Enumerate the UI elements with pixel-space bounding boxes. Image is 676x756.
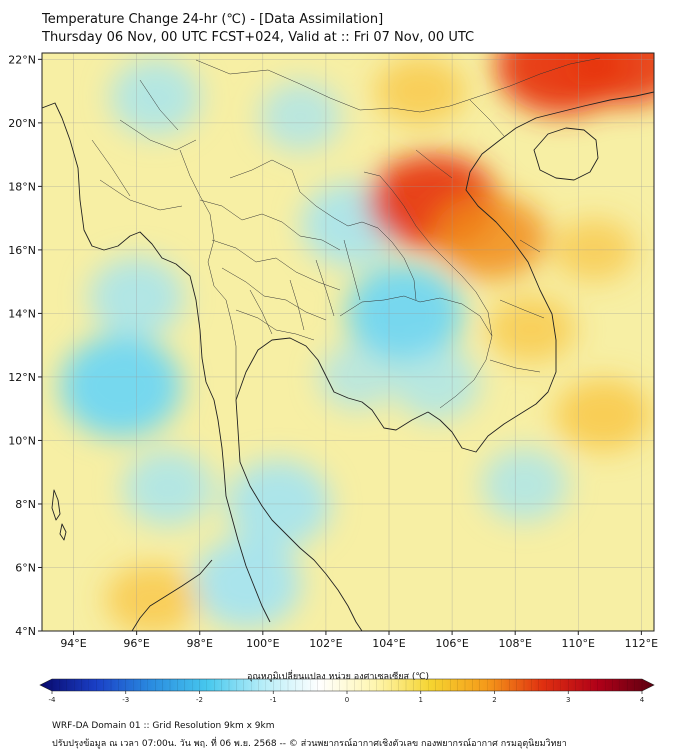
vietnam-provinces: [415, 99, 545, 373]
warm-anomaly-4: [374, 57, 467, 126]
china-border: [195, 57, 601, 113]
coastlines: [42, 91, 654, 631]
colorbar-tick-label: 1: [419, 696, 423, 704]
colorbar-tick-label: -2: [196, 696, 203, 704]
cool-anomaly-8: [259, 81, 342, 152]
myanmar-states: [91, 79, 197, 211]
lon-tick-label: 108°E: [498, 637, 531, 650]
map-subtitle: Thursday 06 Nov, 00 UTC FCST+024, Valid …: [42, 30, 475, 45]
warm-anomaly-3: [563, 53, 654, 106]
lon-tick-label: 98°E: [187, 637, 213, 650]
lat-tick-label: 4°N: [15, 625, 36, 638]
cambodia-border: [339, 295, 493, 409]
map-border: [41, 52, 655, 632]
myanmar-coastline: [42, 102, 271, 623]
colorbar-tick-label: 0: [345, 696, 349, 704]
nicobar-islands: [59, 523, 67, 541]
lon-tick-label: 104°E: [372, 637, 405, 650]
lat-tick-label: 16°N: [8, 244, 36, 257]
laos-vietnam-border: [363, 171, 493, 337]
lat-tick-label: 20°N: [8, 117, 36, 130]
cool-anomaly-0: [110, 58, 201, 137]
colorbar-tick-label: -1: [270, 696, 277, 704]
lon-tick-label: 102°E: [309, 637, 342, 650]
footer-model-info: WRF-DA Domain 01 :: Grid Resolution 9km …: [52, 721, 275, 731]
lon-tick-label: 106°E: [435, 637, 468, 650]
peninsula-east-coastline: [235, 399, 363, 631]
lat-tick-label: 12°N: [8, 371, 36, 384]
warm-anomaly-7: [105, 564, 200, 631]
cool-anomaly-9: [393, 346, 480, 421]
colorbar-tick-label: -4: [49, 696, 57, 704]
cool-anomaly-10: [481, 448, 568, 522]
lat-tick-label: 14°N: [8, 307, 36, 320]
lon-tick-label: 96°E: [123, 637, 149, 650]
colorbar-tick-label: -3: [122, 696, 129, 704]
warm-anomaly-5: [555, 379, 652, 452]
warm-anomaly-1: [433, 195, 547, 280]
lat-tick-label: 8°N: [15, 498, 36, 511]
colorbar-tick-label: 4: [640, 696, 645, 704]
colorbar: -4 -3 -2 -1 0 1 2 3 4: [39, 678, 655, 704]
colorbar-tick-label: 3: [566, 696, 570, 704]
lon-tick-label: 94°E: [60, 637, 86, 650]
warm-anomaly-6: [486, 296, 576, 363]
colorbar-label: อุณหภูมิเปลี่ยนแปลง หน่วย องศาเซลเซียส (…: [246, 672, 430, 682]
lat-tick-label: 22°N: [8, 53, 36, 66]
gulf-of-thailand-coastline: [235, 337, 429, 431]
map-frame: [42, 53, 654, 631]
lat-tick-label: 18°N: [8, 180, 36, 193]
administrative-boundaries: [91, 57, 601, 409]
footer-credit: ปรับปรุงข้อมูล ณ เวลา 07:00น. วัน พฤ. ที…: [52, 739, 567, 749]
thailand-laos-border: [229, 159, 417, 301]
cool-anomaly-5: [192, 537, 302, 630]
map-title: Temperature Change 24-hr (℃) - [Data Ass…: [42, 12, 384, 27]
latitude-axis: 22°N 20°N 18°N 16°N 14°N 12°N 10°N 8°N 6°N 4°N: [8, 53, 42, 638]
lon-tick-label: 112°E: [625, 637, 658, 650]
thai-provinces-central: [235, 239, 361, 341]
andaman-islands: [51, 489, 61, 521]
colorbar-ticks: -4 -3 -2 -1 0 1 2 3 4: [49, 679, 645, 704]
sumatra-coastline: [131, 559, 213, 631]
thai-provinces-north: [199, 199, 341, 321]
colorbar-tick-label: 2: [492, 696, 496, 704]
lon-tick-label: 100°E: [246, 637, 279, 650]
thailand-myanmar-border: [179, 149, 237, 400]
temperature-field: [60, 53, 654, 631]
cool-anomaly-3: [122, 449, 214, 527]
lat-tick-label: 6°N: [15, 561, 36, 574]
mekong-delta-coastline: [427, 91, 654, 453]
longitude-axis: 94°E 96°E 98°E 100°E 102°E 104°E 106°E 108°E 110…: [60, 631, 658, 650]
hainan-island: [533, 127, 599, 181]
cool-anomaly-1: [60, 335, 182, 438]
lat-tick-label: 10°N: [8, 434, 36, 447]
lon-tick-label: 110°E: [562, 637, 595, 650]
